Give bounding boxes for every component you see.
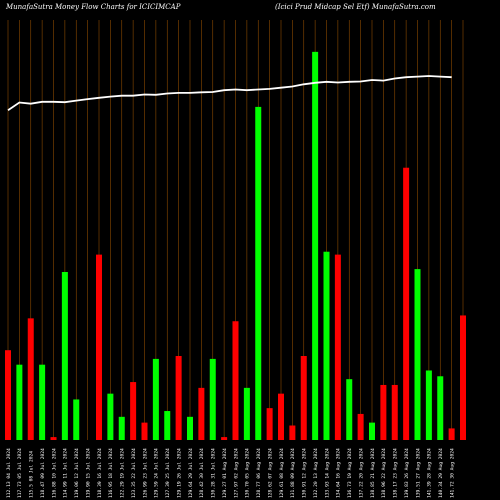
x-tick-label: 138.85 21 Aug 2024 <box>370 448 376 498</box>
x-tick-label: 116.88 10 Jul 2024 <box>51 448 57 498</box>
money-flow-bar <box>243 387 250 440</box>
money-flow-bar <box>107 393 114 440</box>
money-flow-bar <box>369 422 375 440</box>
money-flow-bar <box>312 51 319 441</box>
money-flow-bar <box>118 416 125 440</box>
x-tick-label: 123.35 22 Jul 2024 <box>131 448 137 498</box>
x-tick-label: 131.88 09 Aug 2024 <box>290 448 296 498</box>
money-flow-bar <box>425 370 432 440</box>
money-flow-bars <box>5 51 466 441</box>
x-tick-label: 127.97 02 Aug 2024 <box>233 448 239 498</box>
x-tick-label: 134.64 16 Aug 2024 <box>336 448 342 498</box>
x-tick-label: 141.72 30 Aug 2024 <box>449 448 455 498</box>
x-tick-label: 112.13 04 Jul 2024 <box>6 448 12 498</box>
x-tick-label: 127.39 25 Jul 2024 <box>165 448 171 498</box>
money-flow-bar <box>391 384 398 440</box>
money-flow-bar <box>232 321 239 440</box>
x-tick-label: 128.77 06 Aug 2024 <box>256 448 262 498</box>
x-tick-label: 136.73 19 Aug 2024 <box>347 448 353 498</box>
x-tick-label: 128.62 07 Aug 2024 <box>267 448 273 498</box>
x-tick-label: 119.90 15 Jul 2024 <box>85 448 91 498</box>
x-tick-label: 139.83 26 Aug 2024 <box>404 448 410 498</box>
money-flow-bar <box>403 167 410 441</box>
money-flow-bar <box>289 425 296 440</box>
x-tick-label: 141.39 28 Aug 2024 <box>427 448 433 498</box>
money-flow-bar <box>357 413 364 440</box>
chart-header: MunafaSutra Money Flow Charts for ICICIM… <box>0 0 500 16</box>
price-line <box>7 75 452 111</box>
money-flow-bar <box>448 428 455 440</box>
x-tick-label: 130.91 12 Aug 2024 <box>302 448 308 498</box>
money-flow-bar <box>323 251 330 440</box>
x-tick-label: 129.64 29 Jul 2024 <box>188 448 194 498</box>
money-flow-bar <box>152 358 159 440</box>
money-flow-bar <box>209 358 216 440</box>
x-tick-label: 129.61 08 Aug 2024 <box>279 448 285 498</box>
money-flow-bar <box>61 272 68 440</box>
money-flow-bar <box>346 379 353 440</box>
money-flow-bar <box>334 254 341 440</box>
money-flow-bar <box>221 437 228 440</box>
x-tick-label: 122.29 19 Jul 2024 <box>120 448 126 498</box>
x-tick-label: 114.99 11 Jul 2024 <box>63 448 69 498</box>
x-tick-label: 129.19 26 Jul 2024 <box>176 448 182 498</box>
money-flow-bar <box>141 422 148 440</box>
money-flow-bar <box>96 254 102 440</box>
money-flow-bar <box>278 393 284 440</box>
money-flow-bar <box>187 416 193 440</box>
money-flow-bar <box>39 364 46 440</box>
money-flow-bar <box>16 364 23 440</box>
x-tick-label: 116.95 18 Jul 2024 <box>108 448 114 498</box>
money-flow-bar <box>255 106 262 441</box>
x-tick-label: 128.42 30 Jul 2024 <box>199 448 205 498</box>
money-flow-bar <box>414 269 421 440</box>
money-flow-bar <box>164 411 171 440</box>
x-tick-label: 132.20 13 Aug 2024 <box>313 448 319 498</box>
money-flow-bar <box>300 356 307 440</box>
price-line-group <box>7 75 452 111</box>
money-flow-bar <box>130 382 137 440</box>
x-tick-label: 119.06 12 Jul 2024 <box>74 448 80 498</box>
x-tick-label: 129.59 24 Jul 2024 <box>154 448 160 498</box>
money-flow-bar <box>50 437 57 440</box>
money-flow-bar <box>380 384 387 440</box>
money-flow-bar <box>460 315 466 440</box>
money-flow-bar <box>73 399 80 440</box>
chart-subtitle: (Icici Prud Midcap Sel Etf) MunafaSutra.… <box>275 3 436 11</box>
money-flow-bar <box>5 350 11 440</box>
money-flow-bar <box>266 408 273 440</box>
x-tick-label: 138.96 22 Aug 2024 <box>381 448 387 498</box>
x-axis-labels: 112.13 04 Jul 2024 117.73 05 Jul 2024 115.… <box>6 448 456 498</box>
x-tick-label: 126.99 23 Jul 2024 <box>142 448 148 498</box>
money-flow-bar <box>437 376 444 440</box>
x-tick-label: 139.51 27 Aug 2024 <box>415 448 421 498</box>
x-tick-label: 140.34 29 Aug 2024 <box>438 448 444 498</box>
x-tick-label: 115.5 08 Jul 2024 <box>29 451 35 498</box>
x-tick-label: 129.27 01 Aug 2024 <box>222 448 228 498</box>
x-tick-label: 117.73 05 Jul 2024 <box>17 448 23 498</box>
x-tick-label: 138.17 23 Aug 2024 <box>393 448 399 498</box>
x-tick-label: 133.93 14 Aug 2024 <box>324 448 330 498</box>
x-tick-label: 118.47 09 Jul 2024 <box>40 448 46 498</box>
money-flow-bar <box>27 318 34 440</box>
chart-title: MunafaSutra Money Flow Charts for ICICIM… <box>6 3 181 11</box>
money-flow-bar <box>175 356 182 440</box>
x-tick-label: 118.39 16 Jul 2024 <box>97 448 103 498</box>
x-tick-label: 130.70 05 Aug 2024 <box>245 448 251 498</box>
x-tick-label: 130.28 31 Jul 2024 <box>211 448 217 498</box>
money-flow-bar <box>198 387 205 440</box>
x-tick-label: 137.22 20 Aug 2024 <box>358 448 364 498</box>
